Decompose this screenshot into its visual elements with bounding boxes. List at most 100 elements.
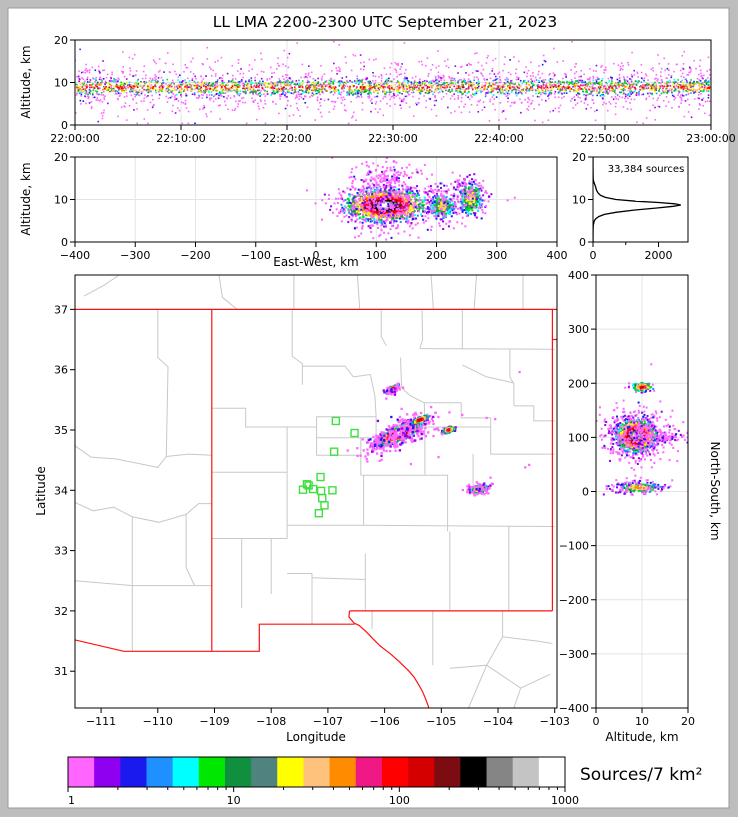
altitude-histogram-curve bbox=[593, 157, 681, 242]
county-line bbox=[473, 275, 477, 310]
county-line bbox=[513, 687, 522, 708]
lma-station-marker bbox=[302, 480, 312, 489]
map-y-tick-label: 31 bbox=[54, 665, 68, 678]
county-line bbox=[468, 665, 488, 708]
colorbar-segment bbox=[224, 757, 252, 787]
axis-ticks: 22:00:00 22:10:00 22:20:00 22:30:00 22:40:00… bbox=[50, 34, 735, 728]
colorbar-segment bbox=[329, 757, 357, 787]
ew-x-tick-label: −100 bbox=[241, 249, 271, 262]
colorbar-segment bbox=[251, 757, 278, 787]
county-line bbox=[75, 445, 212, 468]
canvas bbox=[7, 7, 730, 809]
panel-frames bbox=[74, 39, 712, 709]
county-line bbox=[83, 275, 120, 297]
ns-panel-xlabel: Altitude, km bbox=[605, 730, 678, 744]
county-line bbox=[211, 407, 317, 428]
colorbar-tick-label: 1000 bbox=[551, 794, 579, 807]
time-x-tick-label: 22:50:00 bbox=[580, 132, 629, 145]
time-height-points bbox=[75, 40, 711, 125]
map-x-tick-label: −110 bbox=[143, 715, 173, 728]
ew-panel-ylabel: Altitude, km bbox=[19, 162, 33, 235]
hist-x-tick-label: 0 bbox=[590, 249, 597, 262]
map-x-tick-label: −107 bbox=[313, 715, 343, 728]
hist-x-tick-label: 2000 bbox=[645, 249, 673, 262]
county-line bbox=[520, 673, 551, 689]
map-ylabel: Latitude bbox=[34, 466, 48, 515]
time-panel-ylabel: Altitude, km bbox=[19, 45, 33, 118]
ew-y-tick-label: 20 bbox=[54, 151, 68, 164]
time-x-tick-label: 22:20:00 bbox=[262, 132, 311, 145]
hist-y-tick-label: 0 bbox=[579, 236, 586, 249]
colorbar-segment bbox=[460, 757, 488, 787]
lma-station-marker bbox=[320, 501, 329, 510]
county-line bbox=[311, 577, 366, 580]
map-x-tick-label: −103 bbox=[540, 715, 570, 728]
map-x-tick-label: −106 bbox=[370, 715, 400, 728]
colorbar-tick-label: 1 bbox=[68, 794, 75, 807]
state-border bbox=[75, 623, 355, 652]
ns-y-tick-label: −400 bbox=[559, 702, 589, 715]
county-line bbox=[185, 514, 196, 586]
colorbar: 1 10 100 1000 bbox=[67, 756, 579, 807]
ew-x-tick-label: 300 bbox=[486, 249, 507, 262]
ns-y-tick-label: 200 bbox=[568, 377, 589, 390]
county-line bbox=[302, 365, 371, 378]
county-line bbox=[291, 309, 303, 385]
colorbar-tick-label: 100 bbox=[389, 794, 410, 807]
ew-x-tick-label: 0 bbox=[313, 249, 320, 262]
county-line bbox=[486, 636, 504, 666]
time-x-tick-label: 22:30:00 bbox=[368, 132, 417, 145]
county-line bbox=[218, 275, 238, 310]
colorbar-segment bbox=[434, 757, 461, 787]
hist-y-tick-label: 10 bbox=[572, 194, 586, 207]
state-border bbox=[348, 610, 430, 708]
colorbar-segment bbox=[486, 757, 514, 787]
county-line bbox=[400, 357, 425, 404]
colorbar-title: Sources/7 km² bbox=[580, 765, 702, 785]
county-line bbox=[419, 309, 424, 349]
colorbar-tick-label: 10 bbox=[227, 794, 241, 807]
county-line bbox=[75, 501, 133, 586]
ns-y-tick-label: 100 bbox=[568, 431, 589, 444]
ns-panel-ylabel: North-South, km bbox=[708, 441, 722, 540]
colorbar-segment bbox=[355, 757, 383, 787]
map-y-tick-label: 37 bbox=[54, 303, 68, 316]
colorbar-segment bbox=[512, 757, 540, 787]
county-line bbox=[502, 636, 553, 644]
ns-y-tick-label: 400 bbox=[568, 269, 589, 282]
time-y-tick-label: 20 bbox=[54, 34, 68, 47]
colorbar-segment bbox=[146, 757, 174, 787]
ew-x-tick-label: −200 bbox=[180, 249, 210, 262]
county-line bbox=[287, 573, 313, 625]
county-line bbox=[363, 524, 555, 527]
county-line bbox=[419, 348, 555, 350]
map-y-tick-label: 36 bbox=[54, 364, 68, 377]
colorbar-segment bbox=[172, 757, 200, 787]
ew-x-tick-label: −400 bbox=[60, 249, 90, 262]
ns-y-tick-label: −300 bbox=[559, 648, 589, 661]
ns-y-tick-label: 0 bbox=[582, 486, 589, 499]
colorbar-segment bbox=[408, 757, 435, 787]
ns-y-tick-label: −100 bbox=[559, 540, 589, 553]
ew-x-tick-label: 400 bbox=[547, 249, 568, 262]
ns-x-tick-label: 10 bbox=[635, 715, 649, 728]
colorbar-segment bbox=[538, 757, 566, 787]
east-west-points bbox=[306, 157, 516, 242]
map-x-tick-label: −111 bbox=[86, 715, 116, 728]
time-y-tick-label: 10 bbox=[54, 77, 68, 90]
ew-x-tick-label: 100 bbox=[366, 249, 387, 262]
colorbar-segment bbox=[381, 757, 409, 787]
county-line bbox=[509, 349, 515, 406]
county-line bbox=[157, 309, 169, 457]
map-x-tick-label: −105 bbox=[426, 715, 456, 728]
county-line bbox=[369, 374, 377, 417]
source-count-annotation: 33,384 sources bbox=[608, 164, 685, 175]
time-y-tick-label: 0 bbox=[61, 119, 68, 132]
county-line bbox=[380, 309, 387, 346]
map-x-tick-label: −109 bbox=[199, 715, 229, 728]
lma-station-marker bbox=[350, 428, 359, 438]
colorbar-segment bbox=[120, 757, 147, 787]
county-line bbox=[462, 364, 515, 384]
